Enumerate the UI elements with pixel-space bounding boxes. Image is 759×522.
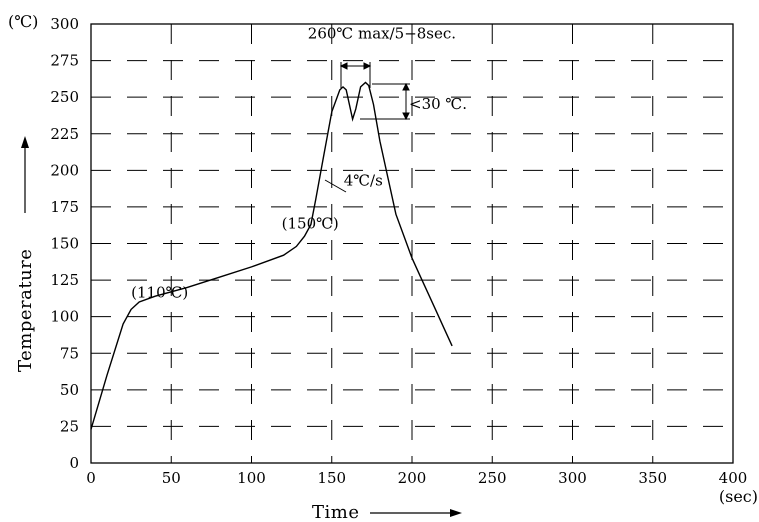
y-tick-label: 150 <box>50 235 79 253</box>
y-axis-title: Temperature <box>15 249 36 372</box>
x-unit-label: (sec) <box>719 487 758 506</box>
y-tick-label: 300 <box>50 15 79 33</box>
grid <box>91 24 733 463</box>
x-axis-arrowhead <box>450 509 462 517</box>
y-tick-label: 100 <box>50 308 79 326</box>
y-tick-label: 50 <box>60 381 79 399</box>
y-tick-label: 250 <box>50 88 79 106</box>
x-axis-title: Time <box>312 502 359 522</box>
tick-labels: 0 50 100 150 200 250 300 350 400 0 25 50 75 100 125 150… <box>50 15 747 487</box>
x-tick-label: 250 <box>478 469 507 487</box>
y-unit-label: (℃) <box>8 12 38 31</box>
annotation-peak-time: 260℃ max/5−8sec. <box>308 25 456 43</box>
y-tick-label: 200 <box>50 161 79 179</box>
annotation-slope: 4℃/s <box>344 172 383 190</box>
delta-arrowhead-bottom <box>402 112 410 121</box>
annotation-150c: (150℃) <box>282 215 339 233</box>
x-tick-label: 200 <box>398 469 427 487</box>
y-axis-arrowhead <box>21 136 29 148</box>
y-tick-label: 0 <box>69 454 79 472</box>
y-tick-label: 225 <box>50 125 79 143</box>
annotation-delta: <30 ℃. <box>409 95 467 113</box>
delta-arrowhead-top <box>402 82 410 91</box>
plot-frame <box>90 23 734 464</box>
y-tick-label: 75 <box>60 344 79 362</box>
y-tick-label: 125 <box>50 271 79 289</box>
annotation-markers <box>324 62 410 193</box>
y-tick-label: 25 <box>60 417 79 435</box>
x-tick-label: 100 <box>237 469 266 487</box>
x-tick-label: 50 <box>162 469 181 487</box>
slope-pointer-line <box>324 179 347 193</box>
x-tick-label: 0 <box>86 469 96 487</box>
peak-width-arrowhead-right <box>363 62 372 70</box>
peak-width-arrowhead-left <box>339 62 348 70</box>
annotations: (110℃) (150℃) 4℃/s 260℃ max/5−8sec. <30 ℃. <box>131 25 467 302</box>
x-tick-label: 400 <box>719 469 748 487</box>
annotation-110c: (110℃) <box>131 283 188 301</box>
x-tick-label: 300 <box>558 469 587 487</box>
temperature-profile-line <box>90 81 453 430</box>
x-tick-label: 150 <box>317 469 346 487</box>
x-tick-label: 350 <box>638 469 667 487</box>
y-tick-label: 175 <box>50 198 79 216</box>
y-tick-label: 275 <box>50 52 79 70</box>
